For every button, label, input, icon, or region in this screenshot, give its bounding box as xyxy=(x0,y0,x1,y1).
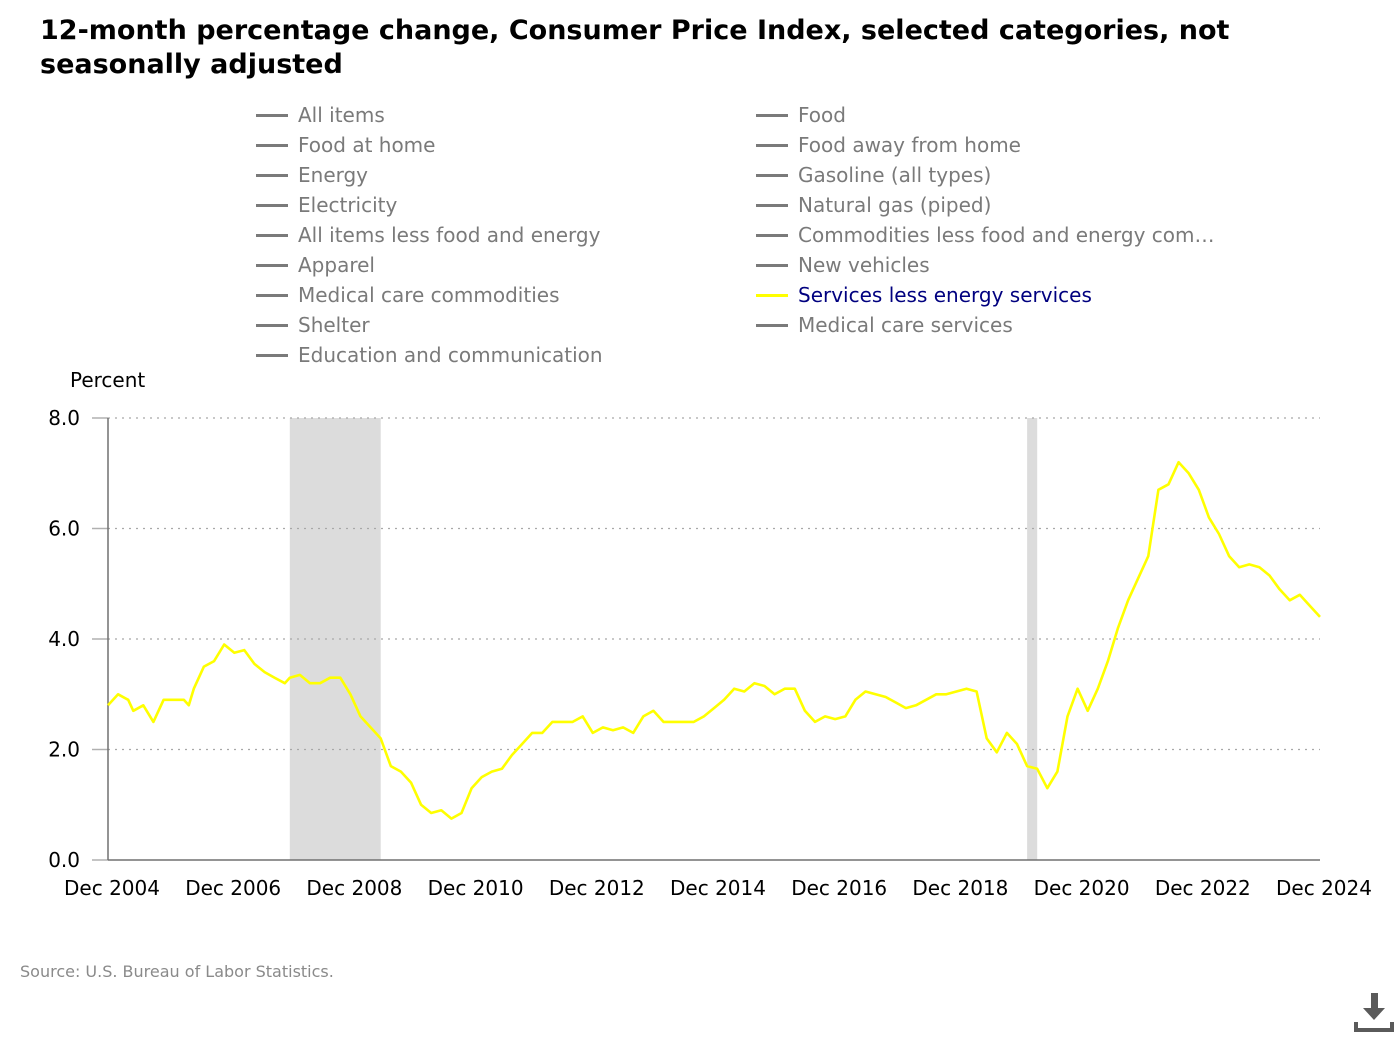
download-icon[interactable] xyxy=(1352,990,1396,1034)
legend-swatch xyxy=(256,323,288,327)
legend-swatch xyxy=(256,353,288,357)
legend-swatch xyxy=(256,263,288,267)
y-tick-label: 0.0 xyxy=(48,848,80,872)
legend-item[interactable]: Education and communication xyxy=(256,340,603,370)
x-tick-label: Dec 2016 xyxy=(791,876,887,900)
legend-swatch xyxy=(756,263,788,267)
legend: All items Food Food at home Food away from … xyxy=(256,100,1256,370)
x-tick-label: Dec 2018 xyxy=(912,876,1008,900)
legend-label: Medical care commodities xyxy=(298,283,560,307)
legend-item[interactable]: Medical care commodities xyxy=(256,280,559,310)
legend-label: Gasoline (all types) xyxy=(798,163,992,187)
source-note: Source: U.S. Bureau of Labor Statistics. xyxy=(20,962,334,981)
legend-label: Food at home xyxy=(298,133,436,157)
y-tick-label: 4.0 xyxy=(48,627,80,651)
legend-label: All items less food and energy xyxy=(298,223,601,247)
y-tick-label: 8.0 xyxy=(48,406,80,430)
x-tick-label: Dec 2024 xyxy=(1276,876,1372,900)
legend-item[interactable]: Food xyxy=(756,100,846,130)
legend-swatch xyxy=(756,173,788,177)
legend-label: Commodities less food and energy com… xyxy=(798,223,1215,247)
legend-label: Food xyxy=(798,103,846,127)
y-tick-label: 2.0 xyxy=(48,738,80,762)
x-tick-label: Dec 2004 xyxy=(64,876,160,900)
x-tick-label: Dec 2010 xyxy=(428,876,524,900)
legend-label: Natural gas (piped) xyxy=(798,193,992,217)
legend-item[interactable]: Electricity xyxy=(256,190,397,220)
legend-label: Food away from home xyxy=(798,133,1021,157)
legend-swatch xyxy=(256,113,288,117)
x-tick-label: Dec 2008 xyxy=(306,876,402,900)
legend-swatch xyxy=(256,203,288,207)
legend-item[interactable]: Food at home xyxy=(256,130,435,160)
x-tick-label: Dec 2006 xyxy=(185,876,281,900)
y-axis-label: Percent xyxy=(70,368,146,392)
legend-item[interactable]: Food away from home xyxy=(756,130,1021,160)
legend-label: Education and communication xyxy=(298,343,603,367)
legend-swatch xyxy=(756,233,788,237)
legend-swatch xyxy=(256,143,288,147)
legend-swatch xyxy=(756,293,788,297)
legend-swatch xyxy=(256,293,288,297)
legend-label: Apparel xyxy=(298,253,375,277)
legend-item[interactable]: New vehicles xyxy=(756,250,930,280)
chart-title: 12-month percentage change, Consumer Pri… xyxy=(40,15,1230,80)
legend-label: Medical care services xyxy=(798,313,1013,337)
legend-item[interactable]: All items less food and energy xyxy=(256,220,600,250)
y-tick-label: 6.0 xyxy=(48,517,80,541)
legend-item[interactable]: Energy xyxy=(256,160,368,190)
legend-item[interactable]: Apparel xyxy=(256,250,375,280)
legend-label: Electricity xyxy=(298,193,398,217)
legend-swatch xyxy=(756,203,788,207)
legend-label: All items xyxy=(298,103,385,127)
legend-label: Services less energy services xyxy=(798,283,1092,307)
x-tick-label: Dec 2012 xyxy=(549,876,645,900)
legend-item[interactable]: Commodities less food and energy com… xyxy=(756,220,1215,250)
legend-item[interactable]: Natural gas (piped) xyxy=(756,190,991,220)
x-tick-label: Dec 2022 xyxy=(1155,876,1251,900)
legend-swatch xyxy=(756,143,788,147)
series-line xyxy=(107,460,1321,820)
legend-label: Energy xyxy=(298,163,369,187)
legend-item[interactable]: Shelter xyxy=(256,310,370,340)
legend-item[interactable]: Medical care services xyxy=(756,310,1013,340)
legend-item[interactable]: All items xyxy=(256,100,385,130)
legend-swatch xyxy=(756,113,788,117)
line-chart: 0.0 2.0 4.0 6.0 8.0 Dec 2004 Dec 2006 Dec 2008 D… xyxy=(48,406,1372,900)
x-tick-label: Dec 2014 xyxy=(670,876,766,900)
legend-label: New vehicles xyxy=(798,253,930,277)
legend-label: Shelter xyxy=(298,313,370,337)
x-tick-label: Dec 2020 xyxy=(1034,876,1130,900)
legend-swatch xyxy=(256,173,288,177)
legend-item[interactable]: Gasoline (all types) xyxy=(756,160,991,190)
legend-item[interactable]: Services less energy services xyxy=(756,280,1092,310)
legend-swatch xyxy=(756,323,788,327)
legend-swatch xyxy=(256,233,288,237)
